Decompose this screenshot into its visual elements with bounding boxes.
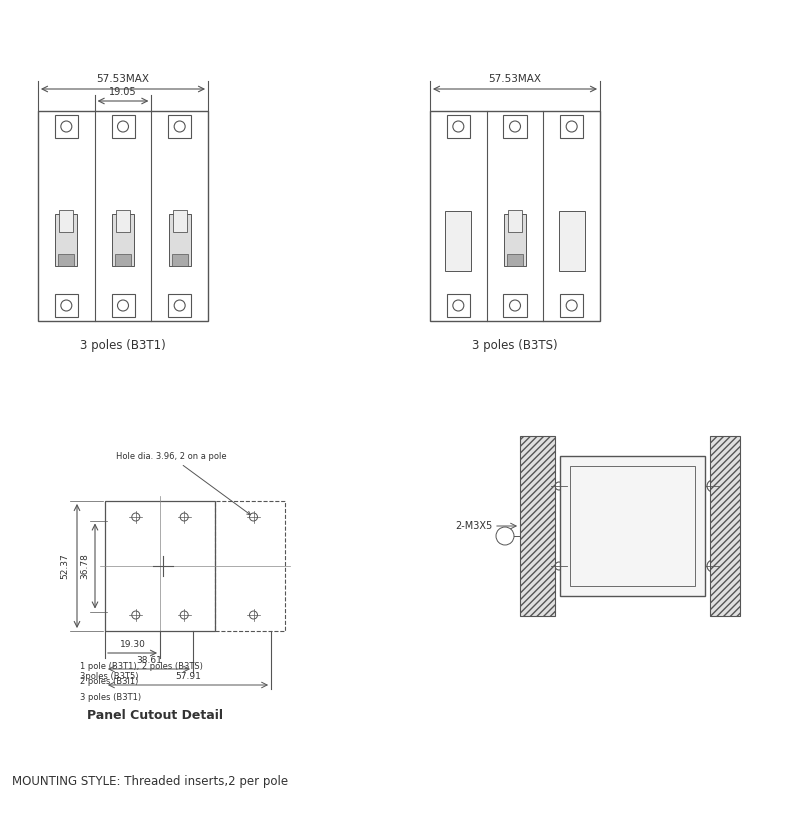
FancyBboxPatch shape [55, 214, 78, 266]
Text: 57.53MAX: 57.53MAX [489, 74, 542, 84]
Text: MOUNTING STYLE: Threaded inserts,2 per pole: MOUNTING STYLE: Threaded inserts,2 per p… [12, 774, 288, 788]
Text: Panel Cutout Detail: Panel Cutout Detail [87, 709, 223, 722]
FancyBboxPatch shape [507, 254, 523, 266]
FancyBboxPatch shape [116, 210, 130, 232]
FancyBboxPatch shape [173, 210, 186, 232]
Text: 57.91: 57.91 [175, 672, 201, 681]
Bar [710, 436, 740, 616]
Text: Hole dia. 3.96, 2 on a pole: Hole dia. 3.96, 2 on a pole [116, 452, 250, 515]
Text: 57.53MAX: 57.53MAX [97, 74, 150, 84]
FancyBboxPatch shape [115, 254, 131, 266]
Text: 19.05: 19.05 [109, 87, 137, 97]
Text: 3poles (B3T5): 3poles (B3T5) [80, 672, 138, 681]
FancyBboxPatch shape [560, 456, 705, 596]
Text: 19.30: 19.30 [119, 640, 146, 649]
Text: 2 poles (B3l1): 2 poles (B3l1) [80, 677, 138, 686]
FancyBboxPatch shape [58, 254, 74, 266]
Text: 3 poles (B3TS): 3 poles (B3TS) [472, 339, 558, 352]
Text: 3 poles (B3T1): 3 poles (B3T1) [80, 339, 166, 352]
FancyBboxPatch shape [172, 254, 188, 266]
FancyBboxPatch shape [169, 214, 190, 266]
Text: 52.37: 52.37 [60, 553, 69, 579]
Text: 2-M3X5: 2-M3X5 [454, 521, 492, 531]
FancyBboxPatch shape [508, 210, 522, 232]
FancyBboxPatch shape [59, 210, 74, 232]
Bar [520, 436, 555, 616]
FancyBboxPatch shape [446, 211, 471, 271]
Text: 36.78: 36.78 [80, 553, 89, 579]
Text: 1 pole (B3T1), 2 poles (B3TS): 1 pole (B3T1), 2 poles (B3TS) [80, 662, 203, 671]
FancyBboxPatch shape [558, 211, 585, 271]
FancyBboxPatch shape [112, 214, 134, 266]
Text: 3 poles (B3T1): 3 poles (B3T1) [80, 693, 141, 702]
FancyBboxPatch shape [504, 214, 526, 266]
Text: 38.61: 38.61 [136, 656, 162, 665]
